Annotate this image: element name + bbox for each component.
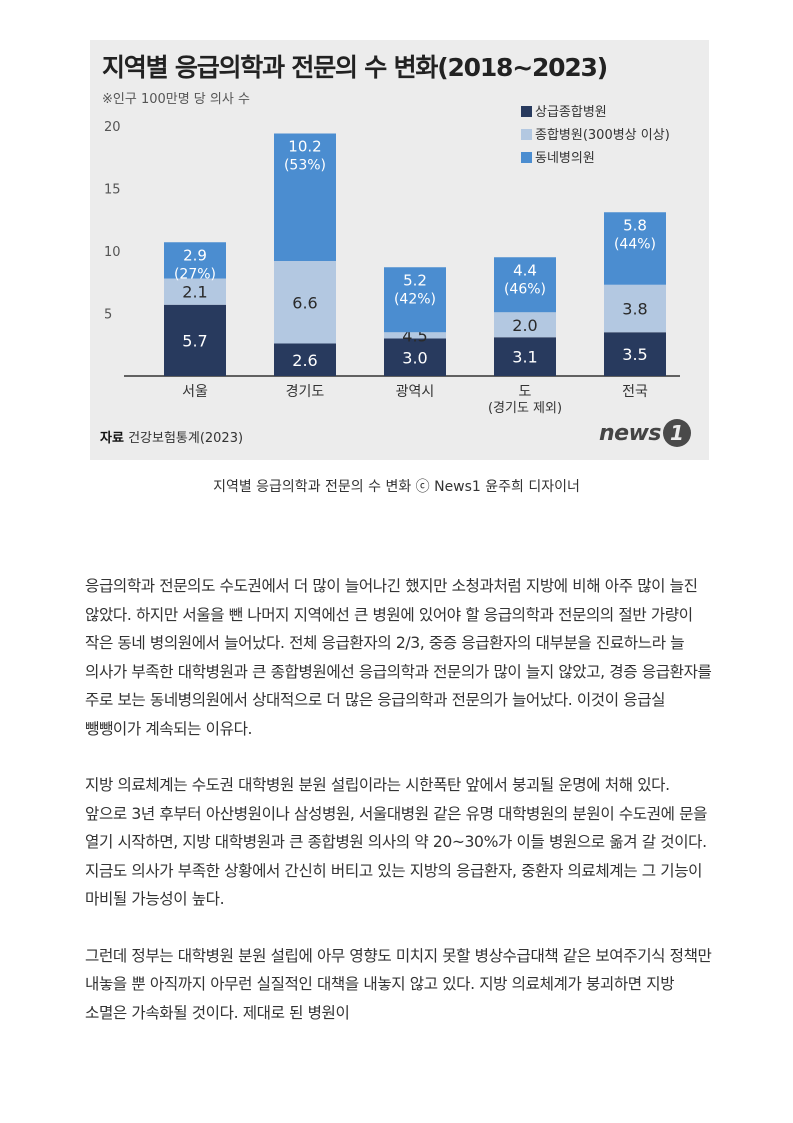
- x-tick-label: 경기도: [286, 384, 325, 400]
- data-label: 10.2: [288, 138, 321, 156]
- bar-segment: [164, 304, 226, 376]
- image-caption: 지역별 응급의학과 전문의 수 변화 ⓒ News1 윤주희 디자이너: [213, 479, 580, 495]
- source-label: 자료: [100, 431, 124, 446]
- share-label: (44%): [614, 236, 656, 252]
- data-label: 2.1: [182, 283, 207, 302]
- share-label: (46%): [504, 281, 546, 297]
- data-label: 3.8: [622, 300, 647, 319]
- chart-subtitle: ※인구 100만명 당 의사 수: [102, 92, 250, 107]
- data-label: 5.8: [623, 216, 647, 234]
- article-body: 응급의학과 전문의도 수도권에서 더 많이 늘어나긴 했지만 소청과처럼 지방에…: [85, 572, 715, 1055]
- x-tick-label: 도: [519, 384, 532, 400]
- y-tick-label: 5: [104, 308, 112, 323]
- legend-swatch: [521, 152, 532, 163]
- data-label: 2.9: [183, 246, 207, 264]
- y-tick-label: 10: [104, 245, 121, 260]
- data-label: 3.5: [622, 345, 647, 364]
- bar-segment: [604, 284, 666, 333]
- chart-figure: 지역별 응급의학과 전문의 수 변화(2018~2023) ※인구 100만명 …: [90, 40, 709, 460]
- bar-segment: [384, 267, 446, 333]
- bar-segment: [494, 337, 556, 376]
- bar-segment: [604, 332, 666, 376]
- news1-logo: news 1: [599, 418, 691, 448]
- x-tick-sublabel: (경기도 제외): [488, 401, 562, 416]
- bar-segment: [494, 257, 556, 313]
- legend-swatch: [521, 129, 532, 140]
- article-paragraph: 응급의학과 전문의도 수도권에서 더 많이 늘어나긴 했지만 소청과처럼 지방에…: [85, 577, 712, 738]
- news1-logo-text: news: [598, 420, 662, 446]
- bar-segment: [384, 332, 446, 339]
- stacked-bar-chart: 5 10 15 20 5.7 2.1 2.9 (27%) 서울 2.6 6.6 10.2 (53%) 경기…: [104, 105, 680, 416]
- bar-segment: [384, 338, 446, 376]
- data-label: 2.6: [292, 351, 317, 370]
- bar-segment: [164, 278, 226, 305]
- x-tick-label: 광역시: [396, 384, 435, 400]
- article-paragraph: 그런데 정부는 대학병원 분원 설립에 아무 영향도 미치지 못할 병상수급대책…: [85, 946, 712, 1022]
- legend-label: 상급종합병원: [535, 105, 607, 120]
- data-label: 3.1: [512, 348, 537, 367]
- article-paragraph: 지방 의료체계는 수도권 대학병원 분원 설립이라는 시한폭탄 앞에서 붕괴될 …: [85, 776, 708, 908]
- share-label: (42%): [394, 291, 436, 307]
- x-tick-label: 전국: [622, 384, 648, 400]
- bar-segment: [274, 343, 336, 376]
- bar-segment: [494, 312, 556, 338]
- data-label: 2.0: [512, 316, 537, 335]
- chart-title: 지역별 응급의학과 전문의 수 변화(2018~2023): [102, 53, 608, 82]
- y-tick-label: 15: [104, 183, 121, 198]
- chart-source: 자료 건강보험통계(2023): [100, 427, 243, 446]
- bar-segment: [274, 133, 336, 261]
- data-label: 6.6: [292, 293, 317, 312]
- y-tick-label: 20: [104, 120, 121, 135]
- legend-swatch: [521, 106, 532, 117]
- share-label: (27%): [174, 266, 216, 282]
- data-label: 5.7: [182, 331, 207, 350]
- source-value: 건강보험통계(2023): [128, 431, 244, 446]
- data-label: 4.4: [513, 261, 537, 279]
- data-label: 5.2: [403, 271, 427, 289]
- x-tick-label: 서울: [182, 384, 208, 400]
- data-label: 3.0: [402, 348, 427, 367]
- bar-segment: [164, 242, 226, 279]
- bar-segment: [604, 212, 666, 285]
- share-label: (53%): [284, 158, 326, 174]
- news1-logo-mark: 1: [663, 419, 691, 447]
- legend-label: 동네병의원: [535, 151, 595, 166]
- bar-segment: [274, 261, 336, 344]
- legend-label: 종합병원(300병상 이상): [535, 128, 670, 143]
